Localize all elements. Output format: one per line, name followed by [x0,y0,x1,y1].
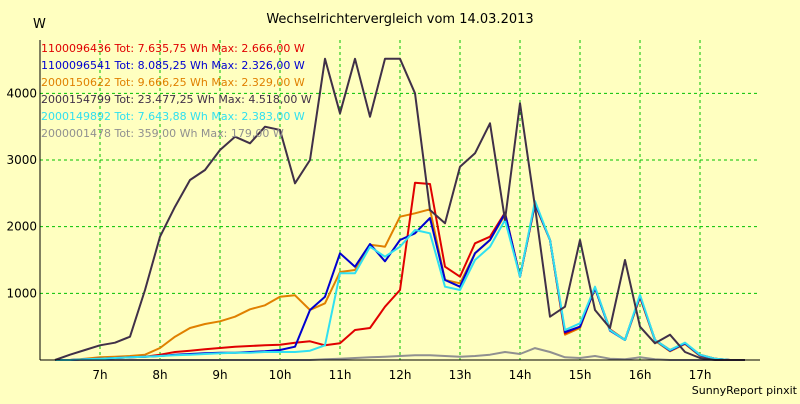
x-tick-label: 7h [92,368,107,382]
legend: 1100096436 Tot: 7.635,75 Wh Max: 2.666,0… [41,42,312,140]
y-tick-label: 1000 [6,286,37,300]
y-tick-label: 2000 [6,220,37,234]
y-tick-label: 3000 [6,153,37,167]
x-tick-label: 13h [449,368,472,382]
legend-entry-2000154799: 2000154799 Tot: 23.477,25 Wh Max: 4.518,… [41,93,312,106]
legend-entry-2000150622: 2000150622 Tot: 9.666,25 Wh Max: 2.329,0… [41,76,305,89]
x-tick-label: 11h [329,368,352,382]
x-tick-label: 17h [689,368,712,382]
y-tick-label: 4000 [6,86,37,100]
x-tick-label: 10h [269,368,292,382]
x-tick-label: 12h [389,368,412,382]
axes: 1000 2000 3000 4000 7h 8h 9h 10h 11h 12h 13h 14h 15h… [6,40,760,382]
y-axis-label: W [33,17,46,32]
footer-credit: SunnyReport pinxit [692,384,798,397]
x-tick-label: 8h [152,368,167,382]
legend-entry-2000001478: 2000001478 Tot: 359,00 Wh Max: 179,00 W [41,127,284,140]
chart-title: Wechselrichtervergleich vom 14.03.2013 [266,12,533,27]
legend-entry-1100096541: 1100096541 Tot: 8.085,25 Wh Max: 2.326,0… [41,59,305,72]
x-tick-label: 15h [569,368,592,382]
series-line-2000149892 [55,200,745,361]
x-tick-label: 16h [629,368,652,382]
x-tick-label: 14h [509,368,532,382]
legend-entry-2000149892: 2000149892 Tot: 7.643,88 Wh Max: 2.383,0… [41,110,305,123]
series-line-2000154799 [54,57,745,361]
grid [40,40,760,360]
x-tick-label: 9h [212,368,227,382]
legend-entry-1100096436: 1100096436 Tot: 7.635,75 Wh Max: 2.666,0… [41,42,305,55]
